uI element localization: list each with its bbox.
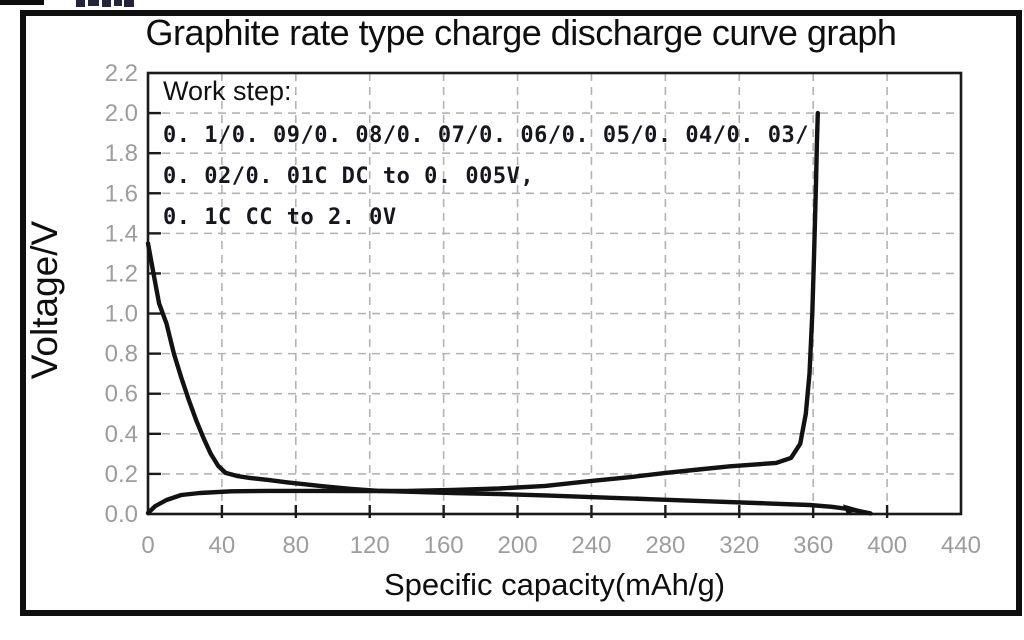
y-tick-label: 1.4: [105, 220, 138, 247]
y-tick-label: 2.0: [105, 100, 138, 127]
charge-curve: [145, 110, 820, 516]
chart-title: Graphite rate type charge discharge curv…: [145, 12, 897, 53]
y-tick-label: 0.8: [105, 341, 138, 368]
x-axis-title: Specific capacity(mAh/g): [383, 567, 726, 602]
glyph-fragment: [76, 0, 85, 7]
curve-end-marker: [842, 504, 861, 515]
work-step-line-2: 0. 02/0. 01C DC to 0. 005V,: [163, 164, 535, 189]
y-tick-label: 1.8: [105, 140, 138, 167]
glyph-fragment: [102, 0, 111, 7]
y-tick-label: 2.2: [105, 60, 138, 87]
work-step-annotation: Work step: 0. 1/0. 09/0. 08/0. 07/0. 06/…: [163, 76, 809, 238]
discharge-curve: [145, 241, 873, 516]
x-tick-label: 280: [645, 532, 685, 559]
x-tick-label: 400: [867, 532, 907, 559]
plot-frame: [146, 71, 963, 516]
x-tick-label: 160: [424, 532, 464, 559]
x-tick-label: 40: [209, 532, 236, 559]
work-step-line-3: 0. 1C CC to 2. 0V: [163, 205, 397, 230]
y-tick-label: 0.4: [105, 421, 138, 448]
work-step-heading: Work step:: [163, 76, 292, 106]
y-tick-label: 0.6: [105, 381, 138, 408]
y-tick-label: 1.0: [105, 301, 138, 328]
y-tick-label: 0.0: [105, 501, 138, 528]
x-tick-label: 440: [941, 532, 981, 559]
x-tick-label: 240: [571, 532, 611, 559]
x-tick-label: 360: [793, 532, 833, 559]
glyph-fragment: [124, 0, 134, 7]
figure-border: [20, 10, 1022, 616]
x-tick-label: 200: [498, 532, 538, 559]
y-tick-label: 0.2: [105, 461, 138, 488]
work-step-line-1: 0. 1/0. 09/0. 08/0. 07/0. 06/0. 05/0. 04…: [163, 123, 810, 148]
cropped-top-text-fragment: [0, 0, 140, 8]
glyph-fragment: [114, 0, 122, 6]
x-tick-label: 120: [350, 532, 390, 559]
x-tick-label: 80: [282, 532, 309, 559]
y-tick-label: 1.2: [105, 260, 138, 287]
y-axis-title: Voltage/V: [24, 220, 65, 380]
x-tick-label: 320: [719, 532, 759, 559]
x-tick-label: 0: [141, 532, 154, 559]
y-tick-label: 1.6: [105, 180, 138, 207]
cropped-top-edge-mark: [0, 0, 44, 5]
glyph-fragment: [88, 0, 99, 6]
